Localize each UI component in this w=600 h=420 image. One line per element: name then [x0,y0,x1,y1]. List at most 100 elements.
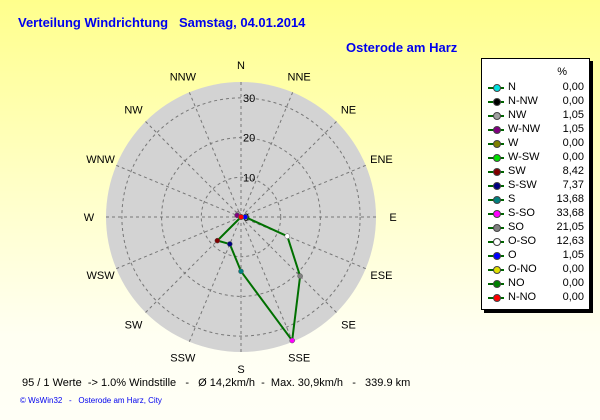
legend-item: W-SW 0,00 [488,151,586,165]
legend-unit-header: % [557,66,567,78]
legend-value: 0,00 [562,81,584,93]
legend-marker-icon [493,112,501,120]
legend-item: SW 8,42 [488,165,586,179]
legend-item: O-NO 0,00 [488,263,586,277]
stats-footer: 95 / 1 Werte -> 1.0% Windstille - Ø 14,2… [22,377,411,389]
legend-label: N [508,81,516,93]
radial-tick-label: 20 [243,133,255,145]
direction-label-se: SE [341,319,356,331]
legend-value: 8,42 [562,165,584,177]
grid-spoke [145,121,242,218]
legend-marker-icon [493,182,501,190]
data-point-o-so [284,233,291,239]
legend-item: O 1,05 [488,249,586,263]
direction-label-s: S [237,364,244,376]
legend-label: W-NW [508,123,541,135]
legend-label: O [508,249,517,261]
legend-value: 0,00 [562,151,584,163]
legend-label: N-NO [508,291,537,303]
direction-label-ne: NE [341,105,356,117]
legend-label: NW [508,109,527,121]
direction-label-w: W [84,212,95,224]
legend-marker-icon [493,154,501,162]
legend-value: 1,05 [562,123,584,135]
legend-label: O-SO [508,235,537,247]
legend-value: 1,05 [562,109,584,121]
direction-label-nne: NNE [288,72,311,84]
grid-spoke [240,164,366,218]
legend-label: S [508,193,516,205]
grid-spoke [240,216,366,270]
direction-label-sse: SSE [288,352,310,364]
legend-marker-icon [493,168,501,176]
direction-label-ese: ESE [370,270,392,282]
legend-item: S-SW 7,37 [488,179,586,193]
grid-spoke [145,216,242,313]
direction-label-wnw: WNW [86,154,115,166]
legend-marker-icon [493,252,501,260]
data-point-s-so [289,337,295,344]
credit-text: © WsWin32 - Osterode am Harz, City [20,396,162,405]
legend-marker-icon [493,210,501,218]
legend-value: 12,63 [556,235,584,247]
legend-label: NO [508,277,525,289]
legend-label: O-NO [508,263,537,275]
legend-value: 1,05 [562,249,584,261]
grid-spoke [188,92,242,218]
legend-marker-icon [493,126,501,134]
direction-label-e: E [389,212,396,224]
legend-marker-icon [493,84,501,92]
direction-label-nw: NW [124,105,143,117]
radial-tick-label: 30 [243,93,255,105]
legend-item: S-SO 33,68 [488,207,586,221]
legend-item: S 13,68 [488,193,586,207]
legend-value: 33,68 [556,207,584,219]
legend-value: 0,00 [562,137,584,149]
legend-item: N-NW 0,00 [488,95,586,109]
grid-spoke [188,216,242,342]
legend-item: O-SO 12,63 [488,235,586,249]
direction-label-nnw: NNW [170,72,197,84]
data-point-sw [214,237,221,244]
legend-item: N 0,00 [488,81,586,95]
legend-value: 0,00 [562,263,584,275]
chart-title: Verteilung Windrichtung Samstag, 04.01.2… [18,15,306,30]
data-point-so [297,273,303,279]
legend-marker-icon [493,196,501,204]
grid-spoke [240,216,337,313]
legend-item: W-NW 1,05 [488,123,586,137]
data-point-s [238,268,244,275]
legend-marker-icon [493,294,501,302]
grid-spoke [116,216,242,270]
legend-label: SO [508,221,524,233]
legend-marker-icon [493,224,501,232]
grid-ring [121,97,361,337]
legend-value: 0,00 [562,95,584,107]
grid-ring [200,176,282,258]
legend-value: 7,37 [562,179,584,191]
legend-label: S-SW [508,179,537,191]
data-point-s-sw [227,241,233,247]
legend-label: W-SW [508,151,540,163]
legend-item: NO 0,00 [488,277,586,291]
data-point-n-no [238,214,244,220]
legend-value: 0,00 [562,291,584,303]
direction-label-sw: SW [125,319,143,331]
legend-label: N-NW [508,95,538,107]
legend-item: N-NO 0,00 [488,291,586,305]
legend-value: 21,05 [556,221,584,233]
legend-label: W [508,137,519,149]
legend-marker-icon [493,140,501,148]
direction-label-n: N [237,60,245,72]
legend-marker-icon [493,98,501,106]
legend-value: 13,68 [556,193,584,205]
legend-label: S-SO [508,207,535,219]
direction-label-ene: ENE [370,154,393,166]
grid-spoke [240,121,337,218]
grid-spoke [240,216,294,342]
legend-marker-icon [493,266,501,274]
grid-spoke [240,92,294,218]
legend-marker-icon [493,238,501,246]
legend-item: W 0,00 [488,137,586,151]
